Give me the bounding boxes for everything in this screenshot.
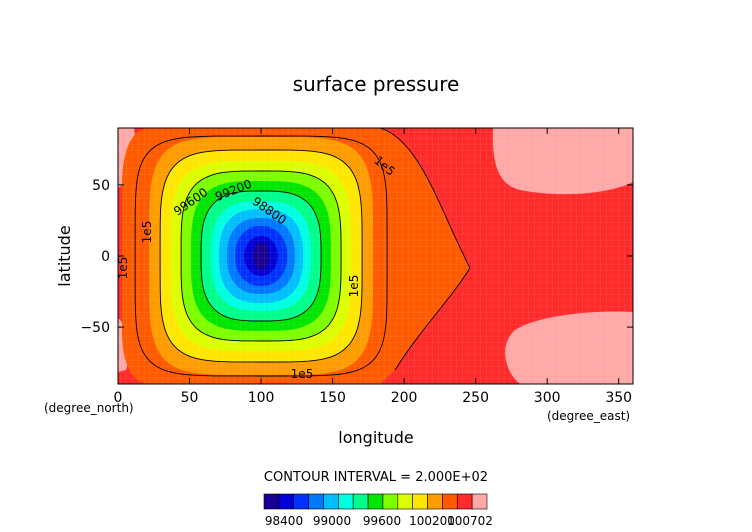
- contour-line: [200, 190, 322, 322]
- contour-line: [180, 170, 342, 342]
- colorbar-swatch: [263, 493, 280, 510]
- x-tick-label: 300: [534, 390, 561, 406]
- y-tick-label: 0: [101, 249, 110, 265]
- colorbar-label: 100200: [409, 514, 455, 528]
- colorbar: [263, 493, 488, 510]
- contour-label: 1e5: [116, 257, 130, 280]
- x-tick-label: 150: [319, 390, 346, 406]
- colorbar-label: 98400: [265, 514, 303, 528]
- y-axis-label: latitude: [55, 225, 74, 286]
- y-unit-label: (degree_north): [44, 401, 134, 415]
- contour-lines: [134, 128, 471, 377]
- colorbar-label: 99000: [313, 514, 351, 528]
- contour-label: 1e5: [291, 367, 314, 381]
- colorbar-swatch: [367, 493, 384, 510]
- x-tick-label: 0: [114, 390, 123, 406]
- colorbar-label: 100702: [447, 514, 493, 528]
- x-tick-label: 100: [248, 390, 275, 406]
- x-tick-label: 50: [181, 390, 199, 406]
- colorbar-swatch: [471, 493, 488, 510]
- contour-interval-text: CONTOUR INTERVAL = 2.000E+02: [264, 470, 488, 485]
- colorbar-swatch: [427, 493, 443, 510]
- chart-title: surface pressure: [293, 72, 460, 96]
- contour-label: 1e5: [140, 221, 154, 244]
- x-unit-label: (degree_east): [547, 409, 630, 423]
- grid-overlay: [118, 128, 633, 384]
- colorbar-swatch: [308, 493, 324, 510]
- x-tick-label: 200: [391, 390, 418, 406]
- x-axis-ticks: 0 50 100 150 200 250 300 350: [114, 128, 632, 406]
- x-tick-label: 350: [605, 390, 632, 406]
- colorbar-swatch: [382, 493, 399, 510]
- colorbar-swatch: [278, 493, 295, 510]
- plot-area: [118, 128, 633, 384]
- colorbar-swatch: [323, 493, 339, 510]
- colorbar-swatch: [456, 493, 473, 510]
- contour-line: [159, 149, 363, 363]
- colorbar-swatch: [412, 493, 428, 510]
- x-tick-label: 250: [462, 390, 489, 406]
- colorbar-swatch: [397, 493, 413, 510]
- y-tick-label: 50: [92, 178, 110, 194]
- contour-label: 1e5: [347, 275, 361, 298]
- contour-line: [379, 128, 471, 371]
- contour-line: [134, 135, 388, 377]
- colorbar-swatch: [293, 493, 309, 510]
- colorbar-label: 99600: [363, 514, 401, 528]
- colorbar-swatch: [338, 493, 354, 510]
- colorbar-swatch: [352, 493, 369, 510]
- y-axis-ticks: 50 0 −50: [80, 178, 633, 336]
- y-tick-label: −50: [80, 320, 110, 336]
- x-axis-label: longitude: [338, 428, 413, 447]
- colorbar-swatch: [442, 493, 458, 510]
